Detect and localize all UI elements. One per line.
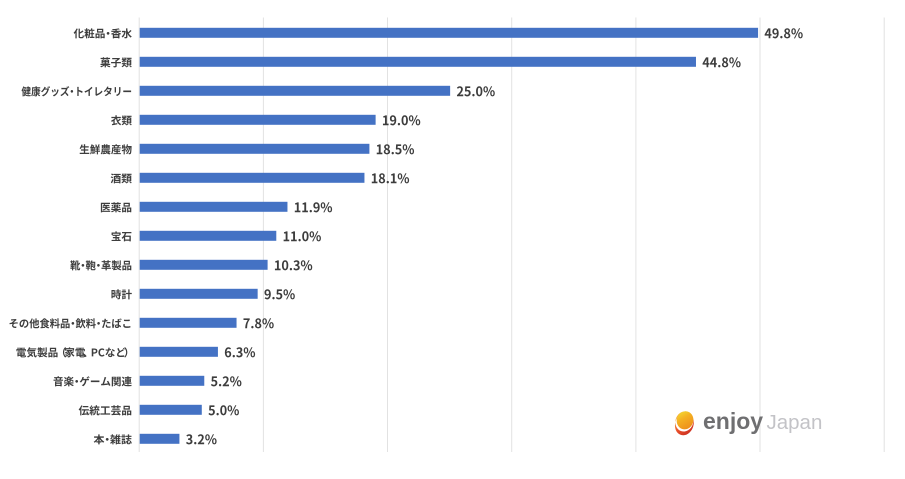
svg-text:Japan: Japan xyxy=(767,411,823,434)
svg-text:enjoy: enjoy xyxy=(703,408,763,434)
